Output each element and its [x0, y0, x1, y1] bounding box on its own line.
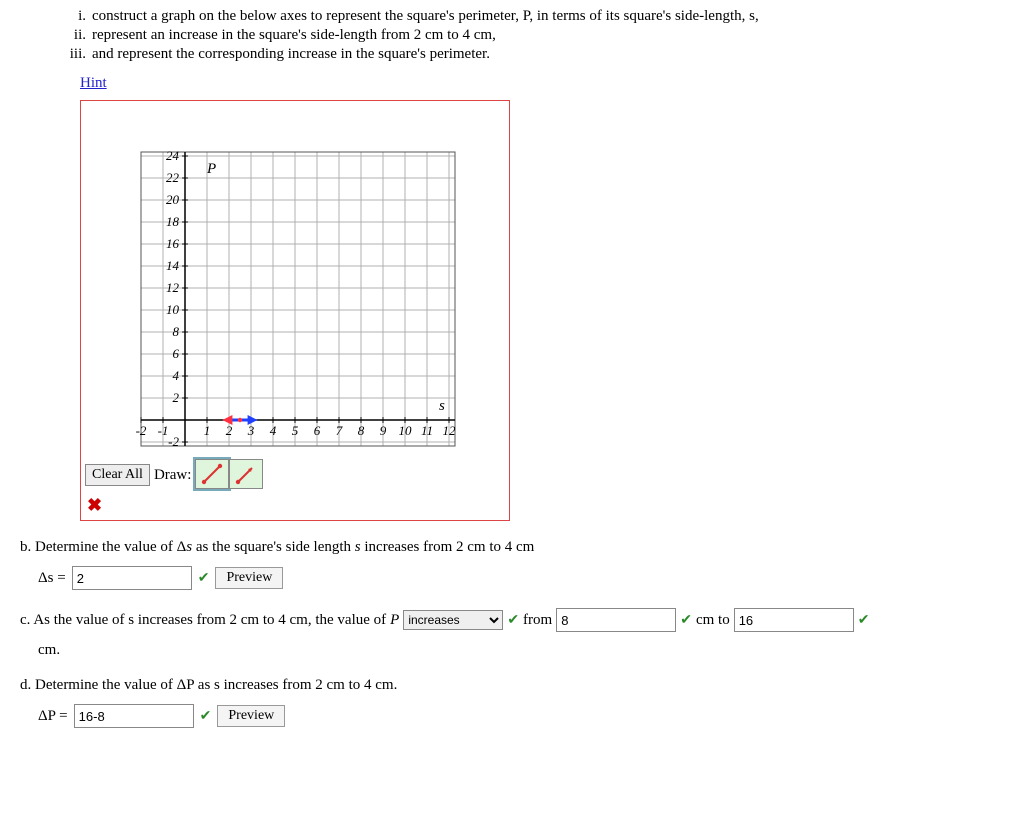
svg-text:16: 16	[166, 236, 180, 251]
svg-text:2: 2	[226, 423, 233, 438]
direction-select[interactable]: increasesdecreasesstays the same	[403, 610, 503, 630]
item-num: iii.	[60, 46, 86, 63]
delta-s-input[interactable]	[72, 566, 192, 590]
svg-text:10: 10	[399, 423, 413, 438]
svg-text:4: 4	[270, 423, 277, 438]
item-text: represent an increase in the square's si…	[92, 27, 496, 44]
svg-text:9: 9	[380, 423, 387, 438]
line-segment-tool[interactable]	[195, 459, 229, 489]
to-value-input[interactable]	[734, 608, 854, 632]
svg-text:10: 10	[166, 302, 180, 317]
problem-list: i. construct a graph on the below axes t…	[60, 8, 1004, 63]
graph-toolbar: Clear All Draw:	[85, 459, 505, 491]
svg-text:12: 12	[166, 280, 180, 295]
svg-text:14: 14	[166, 258, 180, 273]
from-label: from	[523, 612, 552, 629]
svg-text:8: 8	[173, 324, 180, 339]
svg-text:6: 6	[173, 346, 180, 361]
svg-text:11: 11	[421, 423, 433, 438]
svg-text:-2: -2	[168, 434, 179, 449]
svg-text:5: 5	[292, 423, 299, 438]
ray-tool[interactable]	[229, 459, 263, 489]
check-icon: ✔	[198, 570, 210, 587]
part-d-answer: ΔP = ✔ Preview	[38, 704, 1004, 728]
hint-link[interactable]: Hint	[80, 75, 107, 92]
part-c-prefix: c. As the value of s increases from 2 cm…	[20, 612, 386, 629]
check-icon: ✔	[680, 612, 692, 629]
graph-area: -2-1123456789101112-22468101214161820222…	[80, 100, 510, 521]
item-text: and represent the corresponding increase…	[92, 46, 490, 63]
svg-text:7: 7	[336, 423, 343, 438]
check-icon: ✔	[858, 612, 870, 629]
clear-all-button[interactable]: Clear All	[85, 464, 150, 486]
svg-text:22: 22	[166, 170, 180, 185]
svg-text:8: 8	[358, 423, 365, 438]
svg-text:-2: -2	[136, 423, 147, 438]
item-num: ii.	[60, 27, 86, 44]
draw-label: Draw:	[154, 467, 192, 484]
delta-p-input[interactable]	[74, 704, 194, 728]
part-b: b. Determine the value of Δs as the squa…	[20, 539, 1004, 556]
svg-text:3: 3	[247, 423, 255, 438]
svg-text:20: 20	[166, 192, 180, 207]
cm-to-label: cm to	[696, 612, 730, 629]
svg-text:-1: -1	[158, 423, 169, 438]
part-b-answer: Δs = ✔ Preview	[38, 566, 1004, 590]
delta-p-label: ΔP =	[38, 708, 68, 725]
svg-text:18: 18	[166, 214, 180, 229]
close-icon[interactable]: ✖	[87, 495, 505, 516]
svg-text:s: s	[439, 398, 445, 414]
svg-text:24: 24	[166, 148, 180, 163]
part-c-suffix: cm.	[38, 642, 1004, 659]
svg-text:4: 4	[173, 368, 180, 383]
item-text: construct a graph on the below axes to r…	[92, 8, 759, 25]
preview-button[interactable]: Preview	[215, 567, 283, 589]
svg-text:12: 12	[443, 423, 457, 438]
svg-text:1: 1	[204, 423, 211, 438]
check-icon: ✔	[507, 612, 519, 629]
svg-text:2: 2	[173, 390, 180, 405]
svg-text:6: 6	[314, 423, 321, 438]
preview-button[interactable]: Preview	[217, 705, 285, 727]
check-icon: ✔	[200, 708, 212, 725]
graph-svg[interactable]: -2-1123456789101112-22468101214161820222…	[85, 105, 485, 456]
from-value-input[interactable]	[556, 608, 676, 632]
part-d-prompt: d. Determine the value of ΔP as s increa…	[20, 677, 1004, 694]
part-c: c. As the value of s increases from 2 cm…	[20, 608, 1004, 632]
graph-canvas[interactable]: -2-1123456789101112-22468101214161820222…	[85, 105, 485, 455]
item-num: i.	[60, 8, 86, 25]
part-b-prompt: b. Determine the value of Δs as the squa…	[20, 539, 534, 555]
part-c-var: P	[390, 612, 399, 629]
svg-text:P: P	[206, 161, 216, 177]
delta-s-label: Δs =	[38, 570, 66, 587]
